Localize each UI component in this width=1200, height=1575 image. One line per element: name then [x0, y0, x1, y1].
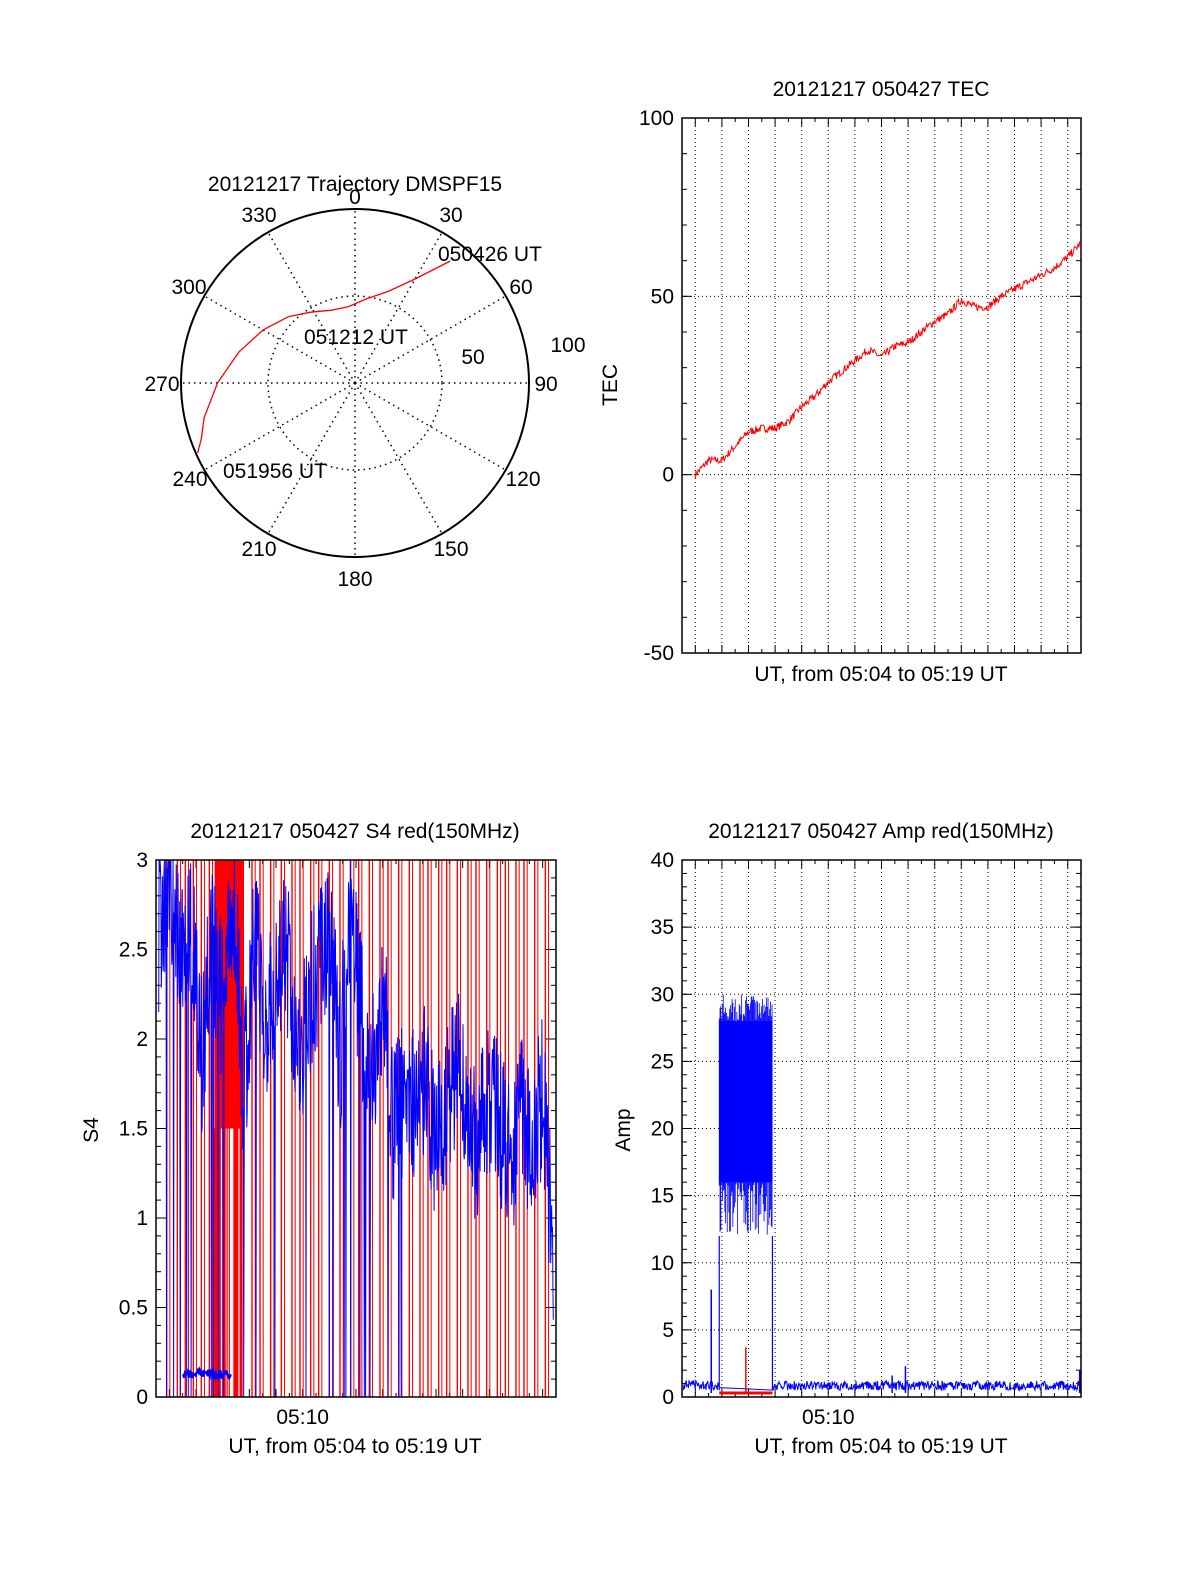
x-tick-label: 05:10	[276, 1406, 329, 1429]
azimuth-label: 180	[337, 568, 372, 591]
annotation-start: 050426 UT	[438, 243, 542, 266]
y-tick-label: -50	[644, 642, 674, 665]
y-tick-label: 5	[662, 1319, 674, 1342]
trajectory-track	[196, 260, 451, 454]
polar-outer-circle	[180, 208, 530, 558]
y-tick-label: 40	[651, 849, 674, 872]
polar-spoke	[203, 382, 356, 471]
tec-series-line	[694, 241, 1082, 479]
plot-frame	[155, 859, 557, 1398]
s4-chart: 20121217 050427 S4 red(150MHz) 0 0.5 1 1.5 2…	[80, 820, 557, 1458]
annotation-mid: 051212 UT	[304, 326, 408, 349]
azimuth-label: 30	[439, 204, 462, 227]
tec-plot: -50 0 50 100	[639, 107, 1082, 665]
amp-ylabel: Amp	[612, 1108, 635, 1151]
azimuth-label: 300	[171, 276, 206, 299]
y-tick-label: 1.5	[119, 1118, 148, 1141]
s4-xlabel: UT, from 05:04 to 05:19 UT	[228, 1435, 481, 1458]
azimuth-label: 240	[172, 468, 207, 491]
azimuth-label: 60	[509, 276, 532, 299]
tec-xlabel: UT, from 05:04 to 05:19 UT	[754, 663, 1007, 686]
y-tick-label: 0.5	[119, 1297, 148, 1320]
y-tick-label: 100	[639, 107, 674, 130]
annotation-end: 051956 UT	[223, 460, 327, 483]
y-tick-label: 0	[662, 464, 674, 487]
y-tick-label: 30	[651, 983, 674, 1006]
azimuth-label: 210	[241, 538, 276, 561]
amp-xlabel: UT, from 05:04 to 05:19 UT	[754, 1435, 1007, 1458]
y-tick-label: 3	[136, 849, 148, 872]
polar-spoke	[267, 382, 356, 535]
azimuth-label: 330	[241, 204, 276, 227]
trajectory-chart: 20121217 Trajectory DMSPF15 0 30 60 90 120 15…	[144, 173, 585, 591]
polar-spoke	[267, 231, 356, 384]
y-tick-label: 2	[136, 1028, 148, 1051]
s4-blue-low-segment	[181, 1366, 232, 1382]
polar-ring-50	[267, 295, 443, 471]
trajectory-title: 20121217 Trajectory DMSPF15	[208, 173, 502, 196]
y-tick-label: 10	[651, 1252, 674, 1275]
amp-blue-baseline	[682, 1379, 1081, 1393]
tec-chart: 20121217 050427 TEC -50 0 50 100 UT, from 0…	[599, 78, 1082, 686]
azimuth-label: 150	[433, 538, 468, 561]
amp-chart: 20121217 050427 Amp red(150MHz) 0 5 10 15 20…	[612, 820, 1082, 1458]
tec-title: 20121217 050427 TEC	[773, 78, 990, 101]
amp-title: 20121217 050427 Amp red(150MHz)	[708, 820, 1054, 843]
polar-grid	[180, 208, 530, 558]
plot-frame	[681, 117, 1082, 654]
azimuth-label: 120	[505, 468, 540, 491]
plot-frame	[681, 859, 1082, 1398]
y-tick-label: 0	[662, 1386, 674, 1409]
y-tick-label: 50	[651, 285, 674, 308]
azimuth-label: 270	[144, 373, 179, 396]
azimuth-label: 90	[534, 373, 557, 396]
radial-label: 50	[461, 346, 484, 369]
x-tick-label: 05:10	[802, 1406, 855, 1429]
polar-spoke	[354, 295, 507, 384]
polar-track	[196, 260, 451, 454]
azimuth-label: 0	[349, 186, 361, 209]
s4-title: 20121217 050427 S4 red(150MHz)	[190, 820, 519, 843]
y-tick-label: 2.5	[119, 939, 148, 962]
y-tick-label: 20	[651, 1118, 674, 1141]
y-tick-label: 35	[651, 916, 674, 939]
radial-label: 100	[550, 334, 585, 357]
y-tick-label: 25	[651, 1050, 674, 1073]
y-tick-label: 1	[136, 1207, 148, 1230]
tec-ylabel: TEC	[599, 364, 622, 406]
polar-spoke	[354, 382, 507, 471]
s4-plot: 0 0.5 1 1.5 2 2.5 3 05:10	[119, 849, 557, 1429]
y-tick-label: 0	[136, 1386, 148, 1409]
polar-spoke	[354, 382, 443, 535]
polar-labels: 0 30 60 90 120 150 180 210 240 270 300 330 50 100	[144, 186, 585, 591]
amp-plot: 0 5 10 15 20 25 30 35 40 05:10	[651, 849, 1082, 1429]
s4-ylabel: S4	[80, 1117, 103, 1143]
polar-spoke	[354, 231, 443, 384]
polar-spoke	[203, 295, 356, 384]
y-tick-label: 15	[651, 1185, 674, 1208]
s4-blue-series	[158, 859, 554, 1398]
